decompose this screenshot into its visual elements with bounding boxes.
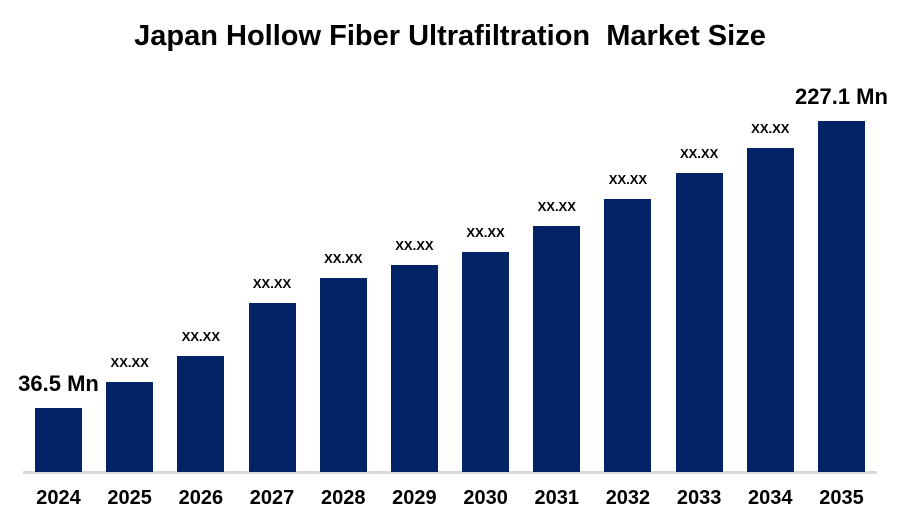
- x-axis-tick-label-2035: 2035: [819, 487, 864, 509]
- x-axis-tick-label-2032: 2032: [605, 487, 651, 509]
- x-axis-tick-label-2030: 2030: [463, 487, 508, 509]
- bar-2026: [177, 356, 225, 472]
- bar-value-label-2025: XX.XX: [110, 355, 149, 370]
- x-axis-tick-label-2028: 2028: [320, 487, 366, 509]
- bar-2032: [604, 199, 652, 472]
- bar-2033: [675, 173, 723, 472]
- x-axis-tick-label-2034: 2034: [748, 487, 793, 509]
- bar-value-label-2031: XX.XX: [537, 199, 576, 214]
- x-axis-tick-label-2027: 2027: [249, 487, 295, 509]
- bar-2030: [462, 252, 510, 472]
- bar-value-label-2033: XX.XX: [679, 146, 719, 161]
- x-axis-line: [23, 471, 877, 474]
- bar-value-label-2032: XX.XX: [608, 172, 648, 187]
- x-axis-tick-label-2031: 2031: [534, 487, 580, 509]
- bar-value-label-2029: XX.XX: [395, 238, 434, 253]
- x-axis-tick-label-2024: 2024: [36, 487, 81, 509]
- bar-2034: [746, 148, 794, 472]
- x-axis-tick-label-2033: 2033: [676, 487, 722, 509]
- chart-title: Japan Hollow Fiber Ultrafiltration Marke…: [134, 20, 766, 52]
- bar-value-label-2035: 227.1 Mn: [795, 84, 888, 109]
- x-axis-tick-label-2029: 2029: [392, 487, 437, 509]
- bar-2024: [35, 408, 82, 472]
- bar-2029: [390, 265, 438, 472]
- bar-value-label-2030: XX.XX: [466, 225, 505, 240]
- x-axis-tick-label-2026: 2026: [178, 487, 224, 509]
- bar-2031: [533, 226, 581, 472]
- bar-2025: [106, 382, 154, 472]
- bar-2027: [248, 303, 296, 472]
- bar-value-label-2024: 36.5 Mn: [18, 371, 99, 396]
- bar-value-label-2026: XX.XX: [181, 329, 221, 344]
- bar-value-label-2028: XX.XX: [324, 251, 363, 266]
- x-axis-tick-label-2025: 2025: [107, 487, 152, 509]
- bar-value-label-2027: XX.XX: [252, 276, 292, 291]
- bar-2028: [319, 278, 367, 472]
- bar-value-label-2034: XX.XX: [751, 121, 790, 136]
- bar-2035: [817, 121, 865, 472]
